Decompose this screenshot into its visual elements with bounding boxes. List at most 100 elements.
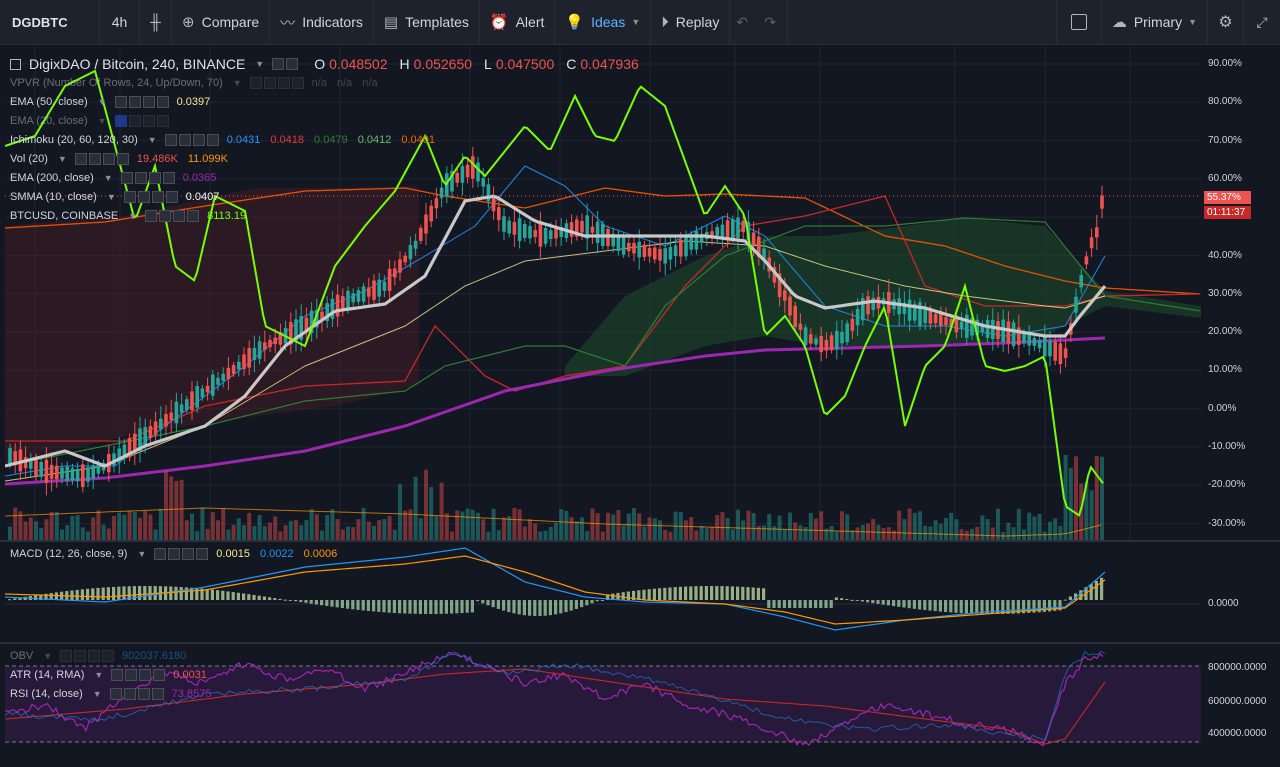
settings-icon[interactable]	[178, 134, 191, 146]
obv-atr-rsi-chart[interactable]	[5, 644, 1201, 762]
oscillator-scale[interactable]: 800000.0000 600000.0000 400000.0000	[1202, 644, 1280, 762]
settings-icon[interactable]	[128, 96, 141, 108]
add-icon[interactable]	[148, 172, 161, 184]
chevron-down-icon[interactable]: ▼	[137, 549, 147, 559]
indicator-legend-row[interactable]: EMA (200, close) ▼ 0.0365	[10, 172, 222, 184]
indicator-name[interactable]: BTCUSD, COINBASE	[10, 210, 119, 222]
indicator-name[interactable]: SMMA (10, close)	[10, 191, 97, 203]
indicator-legend-row[interactable]: ATR (14, RMA) ▼ 0.0031	[10, 669, 213, 681]
eye-icon[interactable]	[109, 688, 122, 700]
close-icon[interactable]	[187, 210, 200, 222]
expand-button[interactable]: ⤢	[1244, 0, 1280, 44]
settings-icon[interactable]	[263, 77, 276, 89]
indicator-name[interactable]: OBV	[10, 650, 34, 662]
fullscreen-toggle-button[interactable]	[1055, 0, 1102, 44]
close-icon[interactable]	[153, 669, 166, 681]
chevron-down-icon[interactable]: ▼	[92, 689, 102, 699]
settings-icon[interactable]	[74, 650, 87, 662]
eye-icon[interactable]	[114, 115, 127, 127]
settings-icon[interactable]	[125, 669, 138, 681]
eye-icon[interactable]	[111, 669, 124, 681]
templates-button[interactable]: ▤ Templates	[374, 0, 480, 44]
indicator-legend-row[interactable]: BTCUSD, COINBASE ▼ 8113.19	[10, 210, 252, 222]
eye-icon[interactable]	[272, 58, 285, 70]
settings-button[interactable]: ⚙	[1208, 0, 1244, 44]
main-chart-pane[interactable]	[5, 46, 1201, 540]
macd-pane[interactable]	[5, 542, 1201, 642]
add-icon[interactable]	[182, 548, 195, 560]
close-icon[interactable]	[196, 548, 209, 560]
layout-button[interactable]: ☁ Primary ▼	[1102, 0, 1208, 44]
close-icon[interactable]	[102, 650, 115, 662]
indicator-legend-row[interactable]: Ichimoku (20, 60, 120, 30) ▼ 0.0431 0.0418 0…	[10, 134, 441, 146]
compare-button[interactable]: ⊕ Compare	[172, 0, 271, 44]
symbol-search-button[interactable]: DGDBTC	[0, 0, 100, 44]
add-icon[interactable]	[173, 210, 186, 222]
settings-icon[interactable]	[134, 172, 147, 184]
ideas-button[interactable]: 💡 Ideas ▼	[555, 0, 652, 44]
macd-chart[interactable]	[5, 542, 1201, 642]
add-icon[interactable]	[137, 688, 150, 700]
indicator-name[interactable]: RSI (14, close)	[10, 688, 83, 700]
chevron-down-icon[interactable]: ▼	[43, 651, 53, 661]
settings-icon[interactable]	[123, 688, 136, 700]
indicator-name[interactable]: MACD (12, 26, close, 9)	[10, 548, 128, 560]
settings-icon[interactable]	[286, 58, 299, 70]
add-icon[interactable]	[88, 650, 101, 662]
eye-icon[interactable]	[154, 548, 167, 560]
settings-icon[interactable]	[128, 115, 141, 127]
indicator-legend-row[interactable]: EMA (20, close) ▼	[10, 115, 173, 127]
symbol-title[interactable]: DigixDAO / Bitcoin, 240, BINANCE	[29, 56, 246, 72]
price-chart[interactable]	[5, 46, 1201, 540]
indicator-legend-row[interactable]: EMA (50, close) ▼ 0.0397	[10, 96, 216, 108]
eye-icon[interactable]	[145, 210, 158, 222]
eye-icon[interactable]	[164, 134, 177, 146]
add-icon[interactable]	[277, 77, 290, 89]
eye-icon[interactable]	[120, 172, 133, 184]
indicator-name[interactable]: ATR (14, RMA)	[10, 669, 85, 681]
add-icon[interactable]	[151, 191, 164, 203]
replay-button[interactable]: ⏵ Replay	[651, 0, 731, 44]
chevron-down-icon[interactable]: ▼	[57, 154, 67, 164]
main-price-scale[interactable]: 90.00%80.00%70.00%60.00%50.00%40.00%30.0…	[1202, 46, 1280, 540]
indicator-name[interactable]: Ichimoku (20, 60, 120, 30)	[10, 134, 138, 146]
add-icon[interactable]	[142, 115, 155, 127]
alert-button[interactable]: ⏰ Alert	[480, 0, 556, 44]
redo-button[interactable]: ↷	[758, 0, 789, 44]
close-icon[interactable]	[116, 153, 129, 165]
indicator-legend-row[interactable]: Vol (20) ▼ 19.486K 11.099K	[10, 153, 234, 165]
close-icon[interactable]	[206, 134, 219, 146]
indicator-legend-row[interactable]: SMMA (10, close) ▼ 0.0407	[10, 191, 225, 203]
close-icon[interactable]	[151, 688, 164, 700]
undo-button[interactable]: ↶	[730, 0, 758, 44]
indicator-name[interactable]: Vol (20)	[10, 153, 48, 165]
settings-icon[interactable]	[168, 548, 181, 560]
add-icon[interactable]	[142, 96, 155, 108]
eye-icon[interactable]	[123, 191, 136, 203]
close-icon[interactable]	[156, 96, 169, 108]
chevron-down-icon[interactable]: ▼	[232, 78, 242, 88]
close-icon[interactable]	[291, 77, 304, 89]
add-icon[interactable]	[139, 669, 152, 681]
add-icon[interactable]	[102, 153, 115, 165]
oscillator-pane[interactable]	[5, 644, 1201, 762]
eye-icon[interactable]	[114, 96, 127, 108]
settings-icon[interactable]	[88, 153, 101, 165]
chevron-down-icon[interactable]: ▼	[103, 173, 113, 183]
close-icon[interactable]	[165, 191, 178, 203]
add-icon[interactable]	[192, 134, 205, 146]
indicator-name[interactable]: EMA (50, close)	[10, 96, 88, 108]
collapse-icon[interactable]	[10, 58, 21, 70]
pane-divider[interactable]	[0, 540, 1280, 542]
chevron-down-icon[interactable]: ▼	[94, 670, 104, 680]
indicator-legend-row[interactable]: VPVR (Number Of Rows, 24, Up/Down, 70) ▼ n…	[10, 77, 384, 89]
chevron-down-icon[interactable]: ▼	[255, 59, 265, 69]
indicator-legend-row[interactable]: RSI (14, close) ▼ 73.8575	[10, 688, 217, 700]
indicator-name[interactable]: EMA (20, close)	[10, 115, 88, 127]
eye-icon[interactable]	[74, 153, 87, 165]
indicators-button[interactable]: 〰 Indicators	[270, 0, 374, 44]
indicator-name[interactable]: VPVR (Number Of Rows, 24, Up/Down, 70)	[10, 77, 223, 89]
indicator-legend-row[interactable]: OBV ▼ 902037.6180	[10, 650, 192, 662]
chevron-down-icon[interactable]: ▼	[97, 116, 107, 126]
macd-scale[interactable]: 0.0000	[1202, 542, 1280, 642]
